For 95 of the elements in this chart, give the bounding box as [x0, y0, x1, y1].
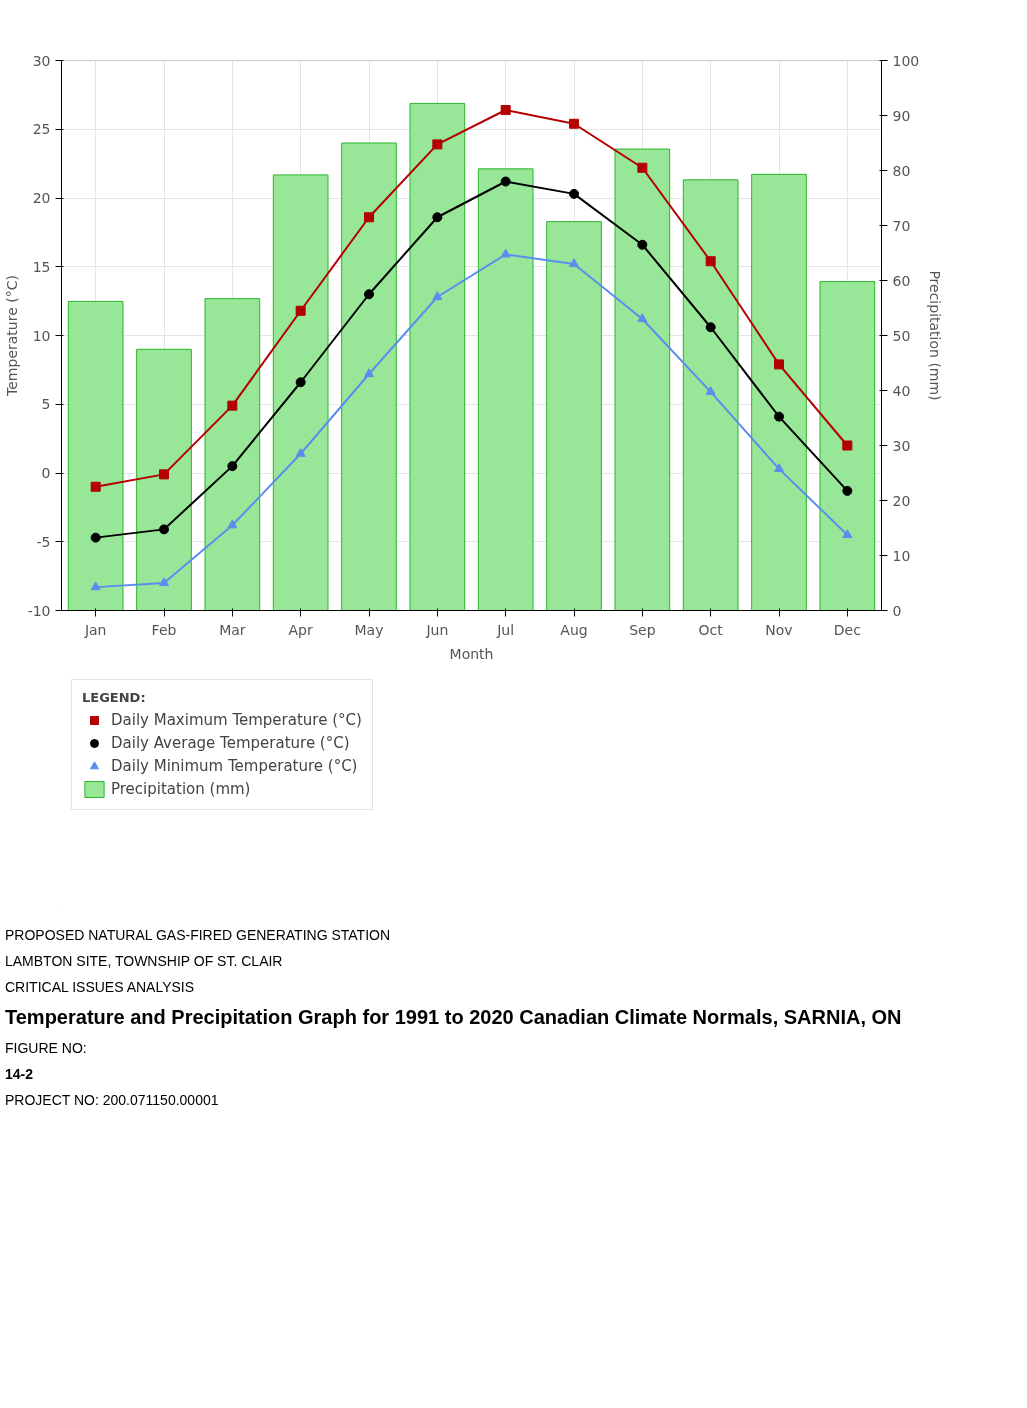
legend-label: Daily Minimum Temperature (°C): [111, 757, 358, 775]
y2-tick-label: 80: [892, 162, 911, 179]
text: LAMBTON SITE, TOWNSHIP OF ST. CLAIR: [5, 952, 284, 971]
y-tick-label: 5: [41, 396, 51, 413]
y2-tick-label: 50: [892, 327, 911, 344]
point: [842, 440, 853, 451]
y2-tick-label: 70: [892, 217, 911, 234]
text: FIGURE NO:: [5, 1038, 88, 1058]
text: PROPOSED NATURAL GAS-FIRED GENERATING STATION: [5, 926, 392, 945]
point: [637, 162, 648, 173]
bar: [204, 298, 261, 611]
point: [295, 377, 306, 388]
y2-tick-label: 20: [892, 492, 911, 509]
point: [774, 359, 784, 370]
point: [774, 463, 784, 472]
y2-tick-label: 10: [892, 547, 911, 564]
point: [842, 485, 853, 496]
y2-tick-label: 100: [892, 52, 920, 69]
bar: [682, 179, 739, 611]
point: [500, 248, 511, 258]
point: [569, 258, 579, 268]
point: [637, 239, 648, 250]
point: [295, 448, 306, 457]
bar: [67, 300, 124, 611]
x-tick-label: Sep: [629, 621, 656, 638]
point: [705, 256, 716, 267]
point: [364, 289, 374, 300]
y-tick-label: -10: [27, 602, 51, 619]
x-tick-label: Nov: [765, 621, 793, 638]
bar: [614, 148, 671, 611]
bar: [819, 281, 876, 611]
y-tick-label: 30: [32, 52, 51, 69]
point: [364, 212, 374, 223]
text: PROJECT NO: 200.071150.00001: [5, 1090, 220, 1110]
point: [500, 105, 511, 115]
bar: [477, 168, 534, 611]
x-tick-label: Aug: [560, 621, 588, 638]
point: [90, 481, 101, 492]
point: [842, 529, 853, 538]
x-tick-label: Mar: [219, 621, 246, 638]
point: [705, 386, 716, 395]
y-tick-label: 10: [32, 327, 51, 344]
y-tick-label: 25: [32, 121, 51, 138]
point: [159, 577, 169, 587]
legend-label: Precipitation (mm): [111, 780, 251, 798]
legend-label: Daily Maximum Temperature (°C): [111, 711, 362, 729]
point: [364, 368, 374, 378]
y2-tick-label: 30: [892, 437, 911, 454]
y2-axis-title: Precipitation (mm): [927, 270, 944, 401]
y2-tick-label: 60: [892, 272, 911, 289]
y-tick-label: -5: [36, 533, 51, 550]
bar: [751, 173, 807, 611]
x-tick-label: Feb: [151, 621, 177, 638]
bar: [546, 221, 602, 611]
text: CRITICAL ISSUES ANALYSIS: [5, 978, 196, 997]
x-tick-label: Oct: [698, 621, 724, 638]
x-tick-label: Jul: [496, 621, 515, 638]
point: [705, 322, 716, 333]
x-tick-label: Jan: [83, 621, 107, 638]
y2-tick-label: 90: [892, 107, 911, 124]
point: [432, 212, 443, 223]
bar: [272, 174, 329, 611]
point: [569, 188, 579, 199]
x-axis-title: Month: [449, 645, 494, 662]
point: [500, 176, 511, 187]
bar: [341, 142, 397, 611]
point: [432, 291, 443, 301]
bar: [136, 348, 192, 611]
text: Temperature and Precipitation Graph for 1991 to 2020 Canadian Climate Normals, SARNIA, ON: [5, 1005, 902, 1030]
y2-tick-label: 0: [892, 602, 902, 619]
y-tick-label: 20: [32, 190, 51, 206]
point: [569, 118, 579, 129]
x-tick-label: Apr: [288, 621, 314, 638]
point: [295, 305, 306, 316]
point: [227, 519, 238, 529]
x-tick-label: May: [354, 621, 384, 638]
x-tick-label: Dec: [833, 621, 861, 638]
text: 14-2: [5, 1064, 35, 1084]
point: [227, 461, 238, 472]
legend-title: LEGEND:: [82, 690, 147, 705]
bar: [409, 102, 466, 611]
point: [774, 411, 784, 422]
point: [90, 581, 101, 591]
x-tick-label: Jun: [425, 621, 449, 638]
y2-tick-label: 40: [892, 382, 911, 399]
point: [90, 532, 101, 543]
point: [637, 313, 648, 323]
point: [432, 139, 443, 150]
point: [159, 524, 169, 535]
y-tick-label: 15: [32, 258, 51, 275]
point: [159, 469, 169, 480]
point: [227, 400, 238, 411]
y-tick-label: 0: [41, 465, 51, 481]
legend-label: Daily Average Temperature (°C): [111, 734, 350, 752]
y-axis-title: Temperature (°C): [3, 275, 20, 397]
